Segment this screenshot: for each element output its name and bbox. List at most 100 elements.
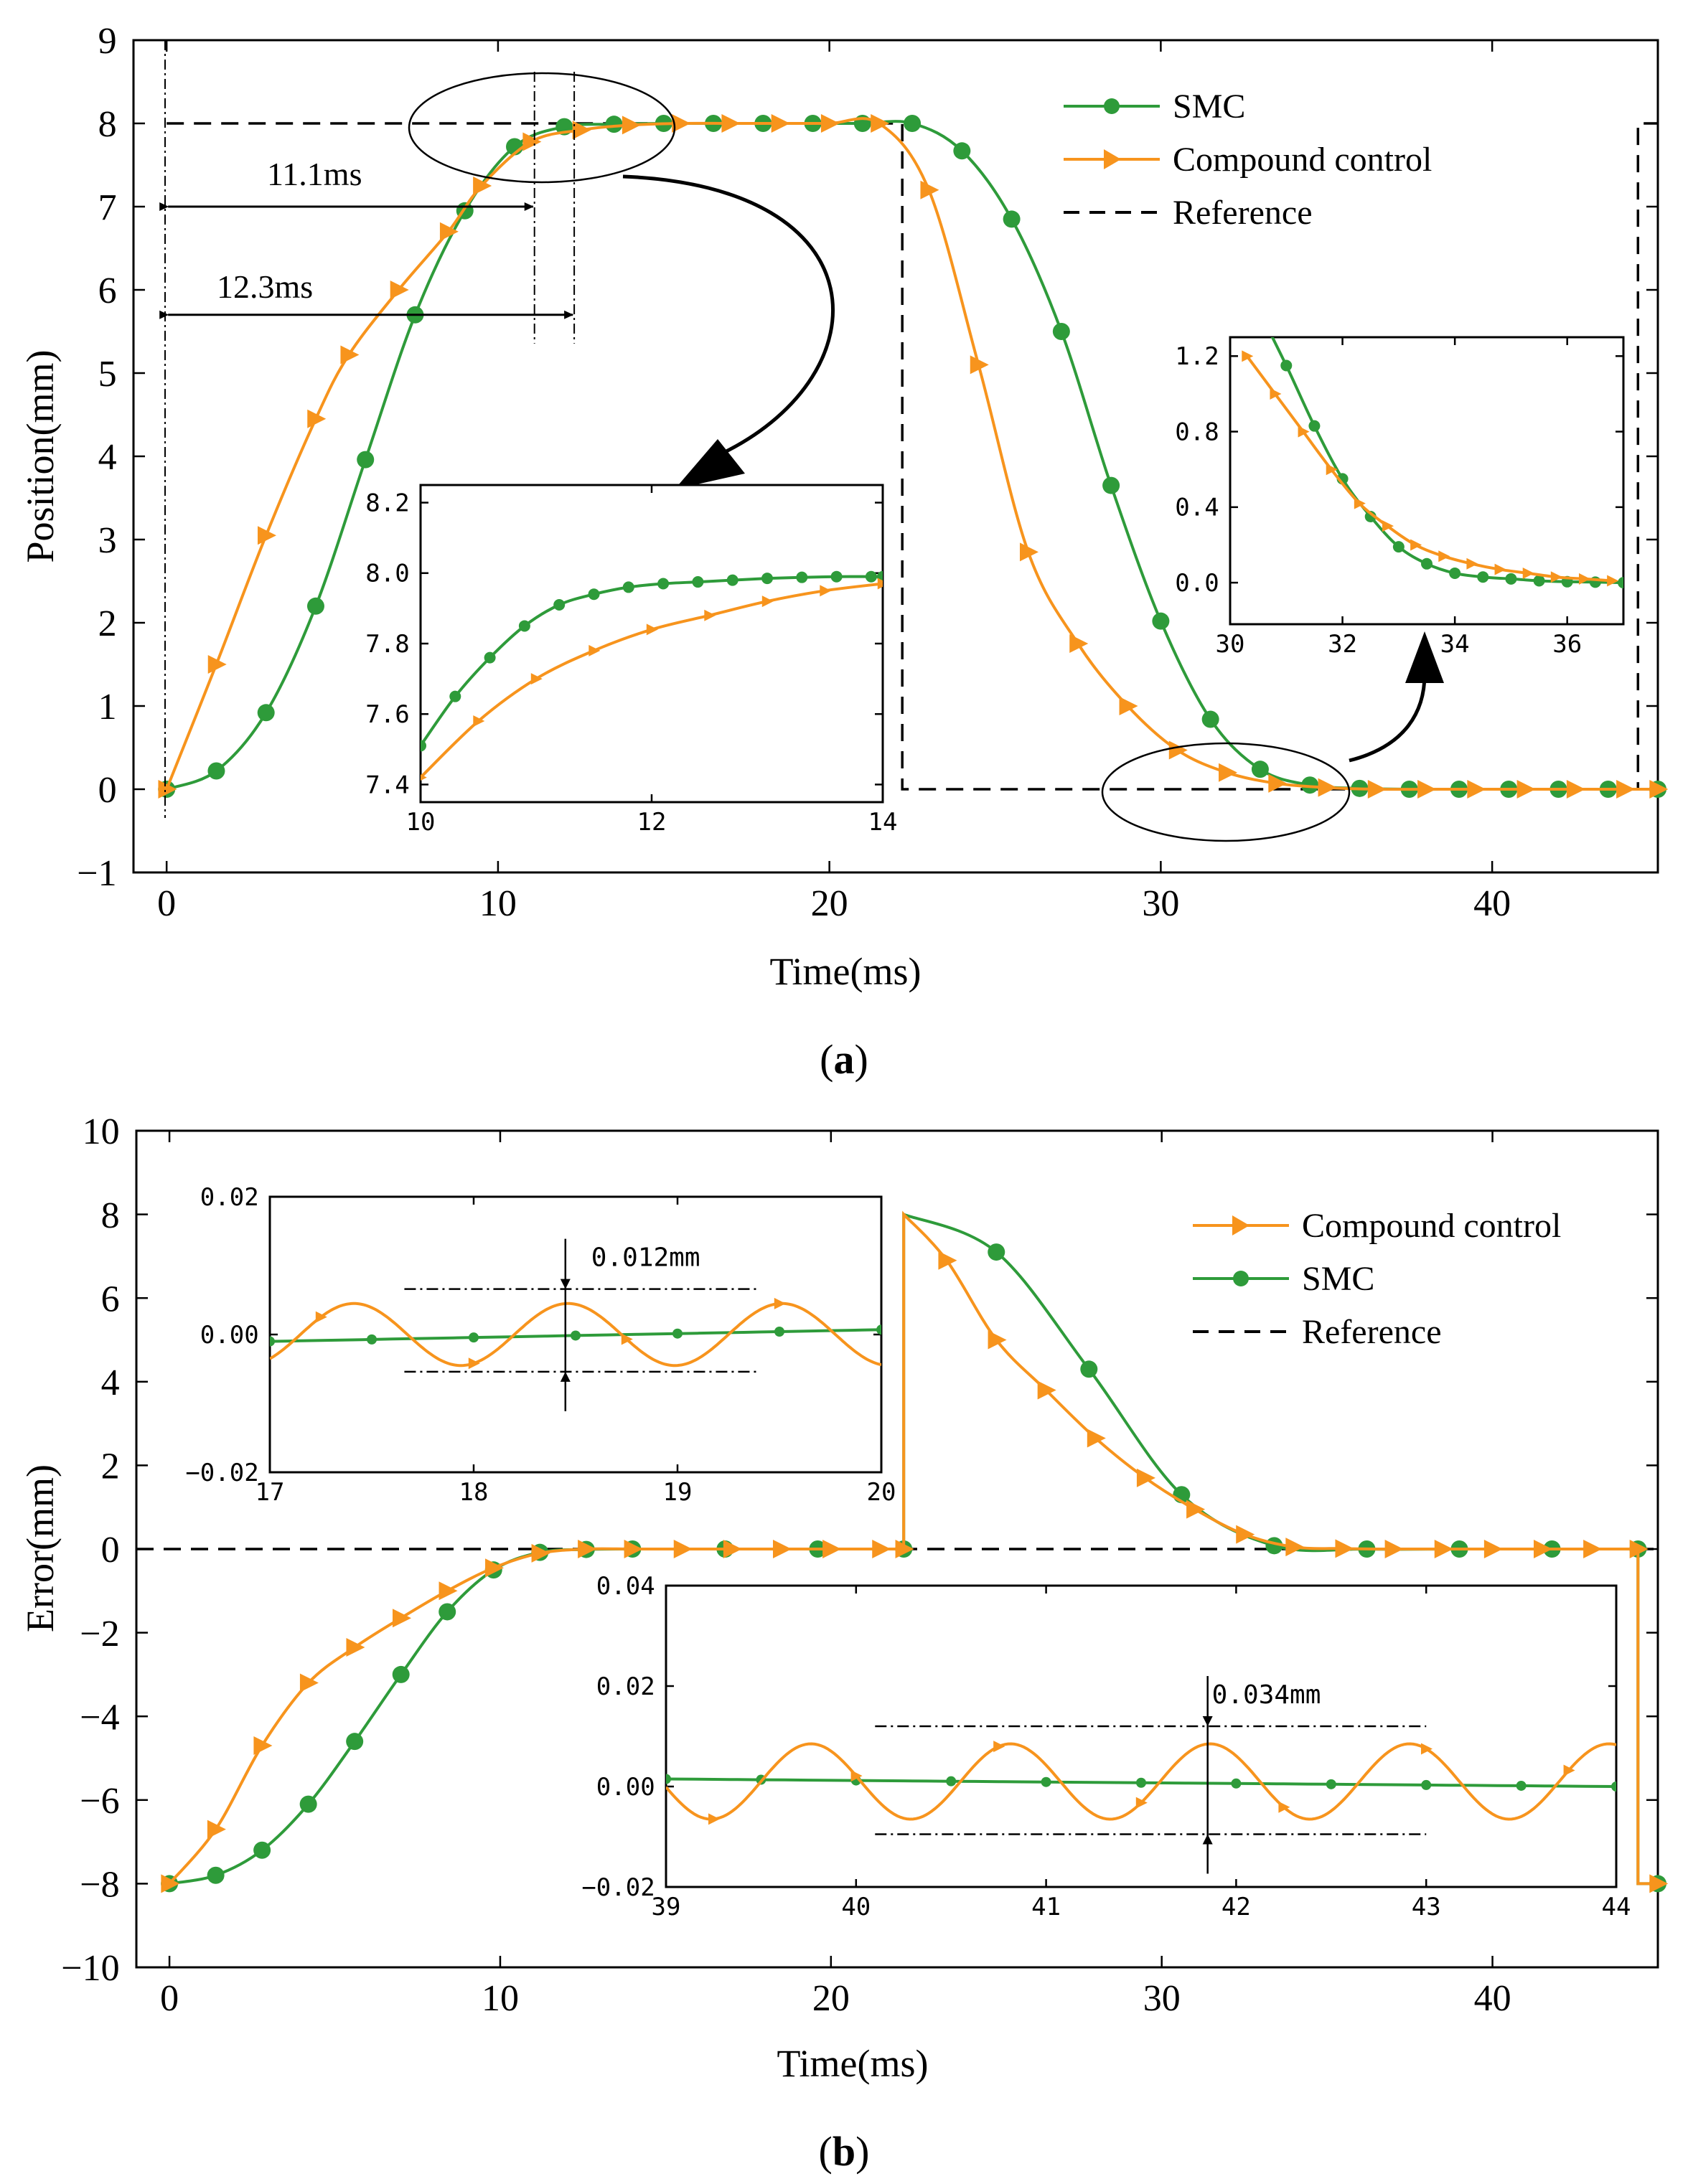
panel-b-axes: 0 10 20 30 40 −10 −8 −6 −4 −2 0 2 4 6 8 10 — [61, 1111, 1658, 2019]
compound-series-point — [158, 780, 177, 799]
compound-series-point — [1019, 542, 1038, 562]
smc-series-point — [257, 704, 275, 722]
compound-series-point — [1583, 1540, 1603, 1558]
smc-series-point — [1308, 420, 1321, 432]
compound-series-point — [761, 596, 774, 608]
panel-b-inset-top-series — [270, 1297, 881, 1370]
panel-a-xlabel: Time(ms) — [769, 950, 921, 993]
compound-series-point — [1285, 1538, 1305, 1557]
compound-series-point — [1278, 1801, 1290, 1813]
compound-series-point — [871, 114, 890, 133]
panel-a-ytick-label: 4 — [98, 437, 117, 478]
zoom-arrow-top-curve — [622, 174, 835, 454]
panel-a-inset-bottom-ytick-label: 1.2 — [1175, 342, 1219, 371]
smc-series-point — [1533, 575, 1545, 587]
smc-series-point — [1618, 577, 1623, 589]
compound-series-point — [1270, 387, 1282, 400]
compound-series-point — [1410, 539, 1422, 551]
smc-series-point — [692, 576, 704, 588]
panel-a-inset-top-series — [421, 570, 883, 781]
smc-series-point — [1052, 323, 1070, 340]
compound-series-point — [970, 355, 989, 375]
compound-series-point — [850, 1770, 863, 1782]
smc-series-point — [571, 1330, 581, 1341]
compound-series-point — [207, 1820, 226, 1839]
compound-series-point — [1087, 1428, 1106, 1448]
panel-b-inset-bottom-xtick-label: 43 — [1412, 1893, 1441, 1921]
smc-series-point — [1080, 1360, 1098, 1378]
compound-series-point — [1069, 634, 1089, 653]
smc-series-point — [876, 1324, 881, 1335]
compound-series-point — [1533, 1540, 1552, 1558]
compound-series-point — [161, 1874, 180, 1893]
compound-series-point — [468, 1357, 480, 1370]
smc-series-point — [657, 578, 670, 590]
panel-b-inset-bottom-measure-arrow-top — [1202, 1716, 1213, 1726]
smc-series-point — [726, 574, 738, 586]
compound-series-point — [1563, 1764, 1575, 1776]
panel-b-inset-bottom-frame — [665, 1584, 1618, 1888]
smc-series-point — [1611, 1781, 1616, 1792]
smc-series-point — [1041, 1776, 1051, 1787]
compound-series-point — [673, 1540, 693, 1558]
panel-b-inset-top-measure-arrow-top — [560, 1279, 571, 1289]
panel-a-inset-top-xtick-label: 14 — [868, 808, 898, 837]
legend-compound-label: Compound control — [1302, 1207, 1561, 1245]
smc-series-point — [1252, 303, 1264, 315]
smc-series-point — [865, 570, 877, 583]
legend-compound-label: Compound control — [1173, 141, 1432, 179]
compound-series-point — [530, 673, 543, 685]
panel-a-ytick-label: −1 — [77, 853, 116, 894]
compound-series-point — [439, 1581, 458, 1601]
compound-series-point — [1550, 571, 1562, 583]
compound-series-point — [307, 409, 327, 428]
compound-series-point — [723, 1540, 742, 1558]
smc-series-point — [1003, 210, 1021, 228]
smc-series-point — [306, 597, 324, 615]
smc-series-point — [469, 1332, 479, 1343]
compound-series-point — [1516, 780, 1536, 799]
panel-a-xtick-label: 20 — [811, 883, 848, 924]
smc-series-point — [1516, 1780, 1527, 1791]
legend-smc-label: SMC — [1173, 88, 1245, 126]
smc-series-point — [796, 571, 808, 583]
panel-a-ytick-label: 0 — [98, 770, 117, 811]
compound-series-point — [721, 114, 741, 133]
panel-b-inset-bottom-xtick-label: 39 — [652, 1893, 681, 1921]
smc-series-point — [484, 651, 496, 664]
panel-b-ytick-label: 0 — [101, 1530, 120, 1571]
panel-a-inset-bottom: 30 32 34 36 1.2 0.8 0.4 0.0 — [1175, 303, 1625, 659]
compound-series-point — [872, 1540, 891, 1558]
compound-series-point — [820, 114, 840, 133]
smc-series-point — [207, 762, 225, 780]
smc-series-point — [1421, 1779, 1432, 1790]
panel-a-xtick-label: 30 — [1142, 883, 1179, 924]
panel-b-xtick-label: 10 — [482, 1978, 519, 2019]
compound-series-point — [390, 281, 409, 299]
compound-series-point — [1417, 780, 1437, 799]
compound-series-point — [346, 1638, 365, 1657]
compound-series-point — [578, 1540, 597, 1558]
smc-series-point — [1301, 776, 1319, 794]
smc-series-point — [346, 1733, 364, 1751]
compound-series-point — [704, 609, 716, 621]
panel-a-inset-top-ytick-label: 7.8 — [365, 630, 409, 659]
compound-series-point — [1318, 778, 1337, 797]
compound-series-point — [340, 345, 360, 364]
compound-series-point — [1236, 1525, 1255, 1544]
compound-series-point — [1494, 563, 1506, 575]
panel-b-legend: Compound control SMC Reference — [1193, 1207, 1561, 1351]
smc-series-point — [830, 570, 843, 583]
compound-series-point — [1649, 1874, 1669, 1893]
smc-series-point — [672, 1328, 683, 1339]
panel-b-chart: 0 10 20 30 40 −10 −8 −6 −4 −2 0 2 4 6 8 10 Compound con… — [19, 1111, 1669, 2175]
zoom-arrow-bottom-head — [1405, 631, 1444, 683]
smc-series-point — [761, 573, 773, 585]
legend-reference-label: Reference — [1173, 194, 1313, 232]
panel-b-inset-bottom-ytick-label: −0.02 — [581, 1873, 655, 1902]
compound-series-point — [589, 644, 601, 656]
panel-a-inset-bottom-xtick-label: 30 — [1216, 630, 1245, 659]
compound-series-point — [1607, 575, 1619, 587]
compound-series-point — [1219, 763, 1238, 782]
